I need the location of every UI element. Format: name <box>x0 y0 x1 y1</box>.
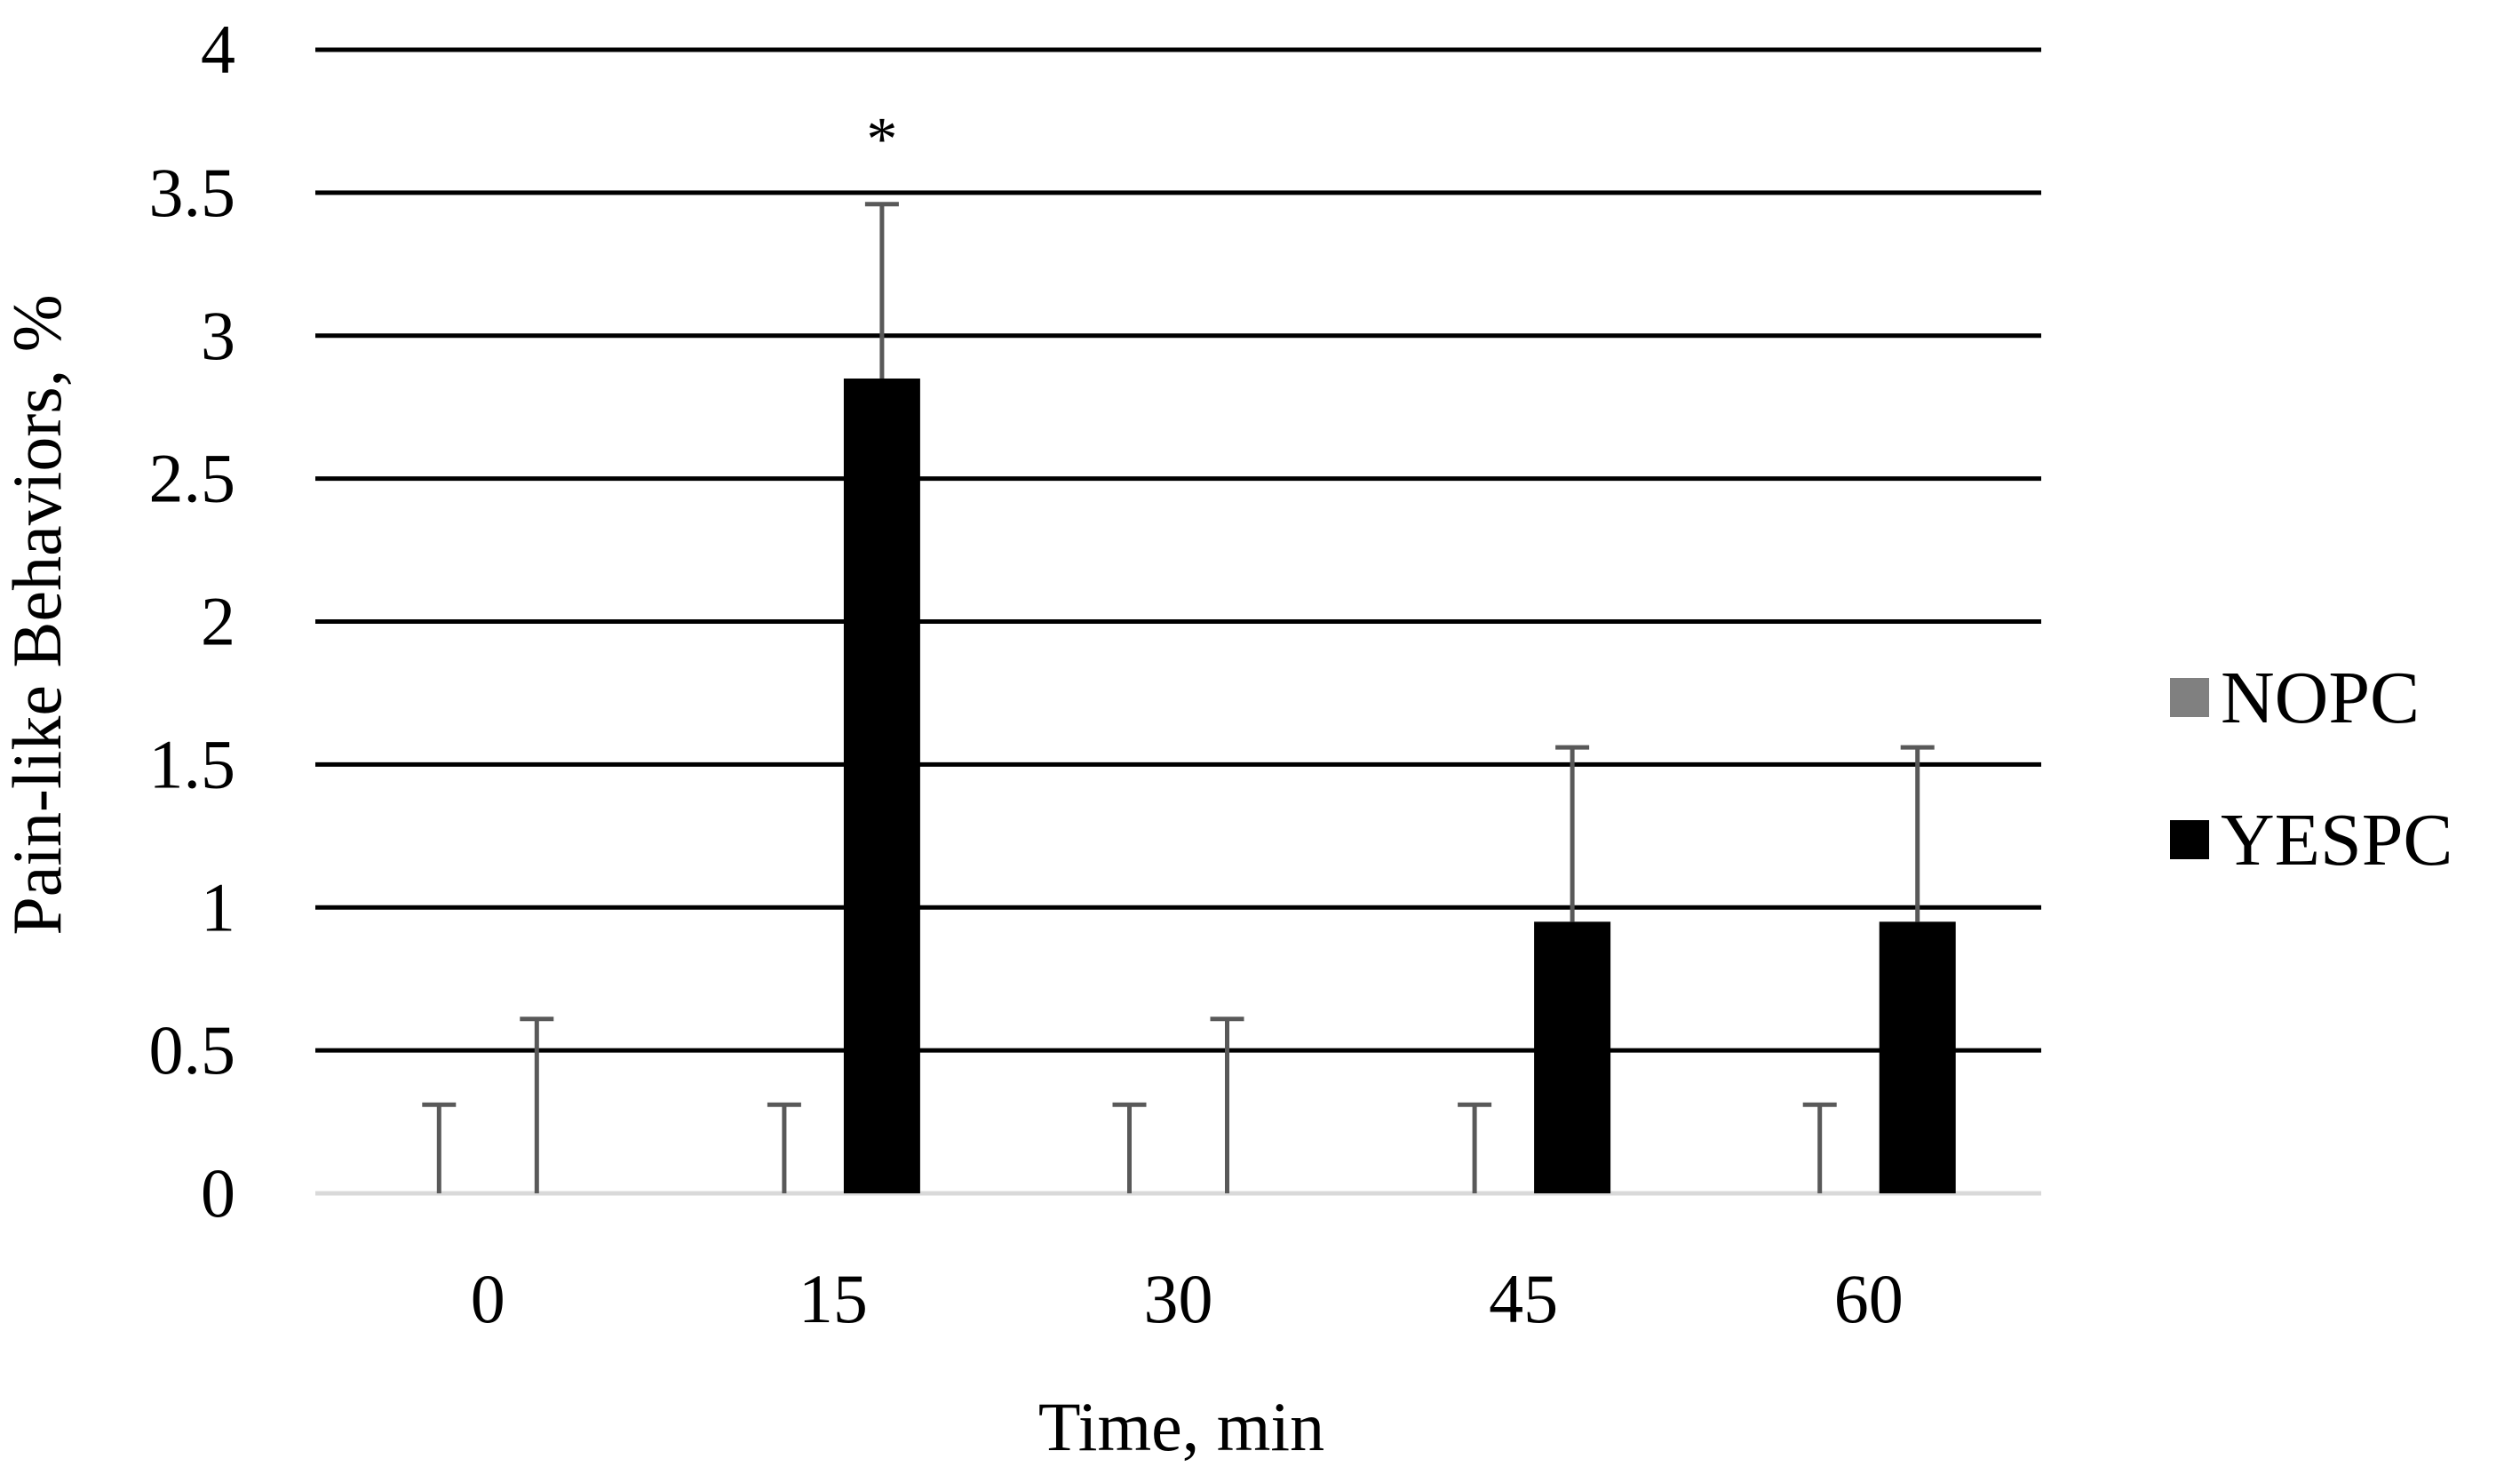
y-tick-label: 3 <box>201 297 235 374</box>
legend-label-nopc: NOPC <box>2221 657 2420 739</box>
bar-yespc <box>1879 921 1956 1193</box>
legend: NOPC YESPC <box>2170 657 2452 881</box>
legend-swatch-yespc <box>2170 820 2209 859</box>
y-tick-label: 2 <box>201 583 235 660</box>
y-tick-label: 1.5 <box>149 725 236 802</box>
y-tick-label: 0 <box>201 1154 235 1232</box>
bar-yespc <box>843 379 920 1193</box>
y-tick-label: 3.5 <box>149 154 236 231</box>
error-bars <box>422 202 1935 1193</box>
x-tick-label: 45 <box>1489 1260 1558 1337</box>
x-axis-title: Time, min <box>1038 1388 1324 1465</box>
gridlines <box>315 47 2041 1196</box>
significance-marker: * <box>866 106 897 174</box>
x-tick-label: 30 <box>1144 1260 1213 1337</box>
bars <box>843 379 1956 1193</box>
legend-label-yespc: YESPC <box>2221 799 2452 881</box>
legend-swatch-nopc <box>2170 678 2209 717</box>
y-tick-label: 4 <box>201 11 235 88</box>
x-tick-label: 15 <box>799 1260 868 1337</box>
tick-labels: 0 0.5 1 1.5 2 2.5 3 3.5 4 0 15 30 45 60 <box>149 11 1904 1337</box>
annotations: * <box>866 106 897 174</box>
x-tick-label: 60 <box>1834 1260 1904 1337</box>
y-tick-label: 0.5 <box>149 1011 236 1088</box>
y-tick-label: 2.5 <box>149 440 236 517</box>
y-axis-title: Pain-like Behaviors, % <box>0 294 76 935</box>
x-tick-label: 0 <box>471 1260 505 1337</box>
bar-yespc <box>1534 921 1611 1193</box>
y-tick-label: 1 <box>201 868 235 945</box>
